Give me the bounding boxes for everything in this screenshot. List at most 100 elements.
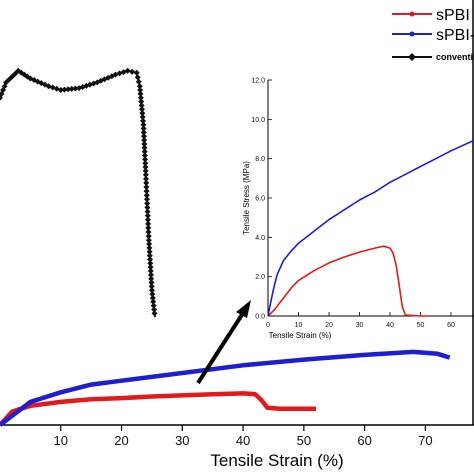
main-series-line	[0, 391, 316, 427]
main-point-marker	[138, 102, 145, 109]
main-series-line	[0, 349, 451, 427]
main-point-marker	[148, 275, 155, 282]
main-point-marker	[0, 87, 7, 94]
main-point-marker	[3, 79, 10, 86]
main-point-marker	[57, 87, 64, 94]
legend-marker	[409, 11, 415, 17]
main-point-marker	[72, 85, 79, 92]
main-series	[0, 67, 451, 427]
main-point-marker	[145, 237, 152, 244]
main-x-tick-label: 40	[236, 433, 250, 448]
main-point-marker	[12, 70, 19, 77]
main-point-marker	[144, 200, 151, 207]
legend-label: sPBI	[436, 7, 470, 24]
main-point-marker	[143, 196, 150, 203]
main-point-marker	[142, 160, 149, 167]
main-x-tick-label: 70	[418, 433, 432, 448]
main-point-marker	[147, 268, 154, 274]
main-point-marker	[145, 224, 152, 231]
main-point-marker	[150, 302, 157, 309]
main-point-marker	[138, 98, 145, 105]
inset-y-tick-label: 12.0	[251, 78, 265, 85]
inset-x-tick-label: 60	[447, 322, 455, 329]
main-point-marker	[149, 294, 156, 301]
main-point-marker	[151, 310, 158, 317]
main-point-marker	[140, 121, 147, 128]
main-point-marker	[147, 271, 154, 278]
legend: sPBI sPBI-conventi	[392, 7, 474, 62]
main-point-marker	[148, 283, 155, 290]
main-point-marker	[142, 156, 149, 163]
main-point-marker	[145, 233, 152, 240]
legend-label: sPBI-	[436, 27, 474, 44]
main-point-marker	[142, 164, 149, 171]
main-point-marker	[147, 264, 154, 271]
main-point-marker	[142, 171, 149, 178]
main-x-tick-label: 50	[297, 433, 311, 448]
inset-y-axis-label: Tensile Stress (MPa)	[242, 161, 251, 235]
main-point-marker	[129, 68, 136, 75]
arrow-shaft	[196, 308, 247, 385]
main-point-marker	[0, 90, 5, 97]
main-point-marker	[141, 152, 148, 159]
legend-marker	[408, 53, 416, 61]
main-x-tick-label: 10	[54, 433, 68, 448]
main-point-marker	[0, 94, 3, 101]
inset-y-tick-label: 8.0	[255, 156, 265, 163]
inset-series	[267, 139, 474, 317]
main-x-tick-label: 20	[114, 433, 128, 448]
arrow-head	[236, 300, 251, 318]
main-point-marker	[141, 144, 148, 151]
legend-marker	[409, 31, 415, 37]
inset-y-tick-label: 4.0	[255, 235, 265, 242]
inset-x-tick-label: 50	[417, 322, 425, 329]
main-point-marker	[150, 298, 157, 305]
main-series-line	[0, 69, 156, 318]
main-point-marker	[148, 287, 155, 294]
inset-y-tick-label: 0.0	[255, 314, 265, 321]
main-point-marker	[140, 129, 147, 136]
main-point-marker	[138, 106, 145, 113]
main-point-marker	[144, 212, 151, 219]
main-point-marker	[143, 184, 150, 191]
main-point-marker	[124, 67, 131, 74]
main-point-marker	[68, 85, 75, 92]
main-point-marker	[141, 140, 148, 147]
inset-x-tick-label: 20	[325, 322, 333, 329]
main-point-marker	[144, 204, 151, 211]
inset-arrow	[196, 300, 251, 385]
main-point-marker	[141, 137, 148, 144]
inset-series-line	[267, 245, 430, 317]
inset-y-tick-label: 10.0	[251, 117, 265, 124]
main-point-marker	[143, 175, 150, 182]
main-point-marker	[140, 125, 147, 132]
main-point-marker	[140, 117, 147, 124]
inset-x-axis-label: Tensile Strain (%)	[269, 331, 332, 340]
main-point-marker	[146, 241, 153, 248]
main-point-marker	[147, 256, 154, 263]
main-x-axis-label: Tensile Strain (%)	[210, 451, 343, 470]
main-point-marker	[148, 279, 155, 286]
main-x-tick-label: 30	[175, 433, 189, 448]
main-point-marker	[145, 220, 152, 227]
inset-y-tick-label: 2.0	[255, 274, 265, 281]
main-point-marker	[137, 90, 144, 97]
main-x-tick-label: 60	[357, 433, 371, 448]
main-point-marker	[137, 94, 144, 101]
main-point-marker	[144, 216, 151, 223]
inset-y-ticks: 0.0 2.0 4.0 6.0 8.0 10.0 12.0	[251, 78, 272, 321]
main-point-marker	[143, 179, 150, 186]
main-point-marker	[139, 110, 146, 117]
inset-x-tick-label: 30	[356, 322, 364, 329]
main-point-marker	[133, 69, 140, 76]
main-point-marker	[134, 74, 141, 81]
main-x-ticks: 10 20 30 40 50 60 70	[54, 425, 433, 448]
main-point-marker	[61, 86, 68, 93]
main-point-marker	[136, 83, 143, 90]
inset-x-tick-label: 0	[266, 322, 270, 329]
main-point-marker	[141, 148, 148, 155]
inset-y-tick-label: 6.0	[255, 196, 265, 203]
inset-x-ticks: 0 10 20 30 40 50 60	[266, 312, 455, 329]
